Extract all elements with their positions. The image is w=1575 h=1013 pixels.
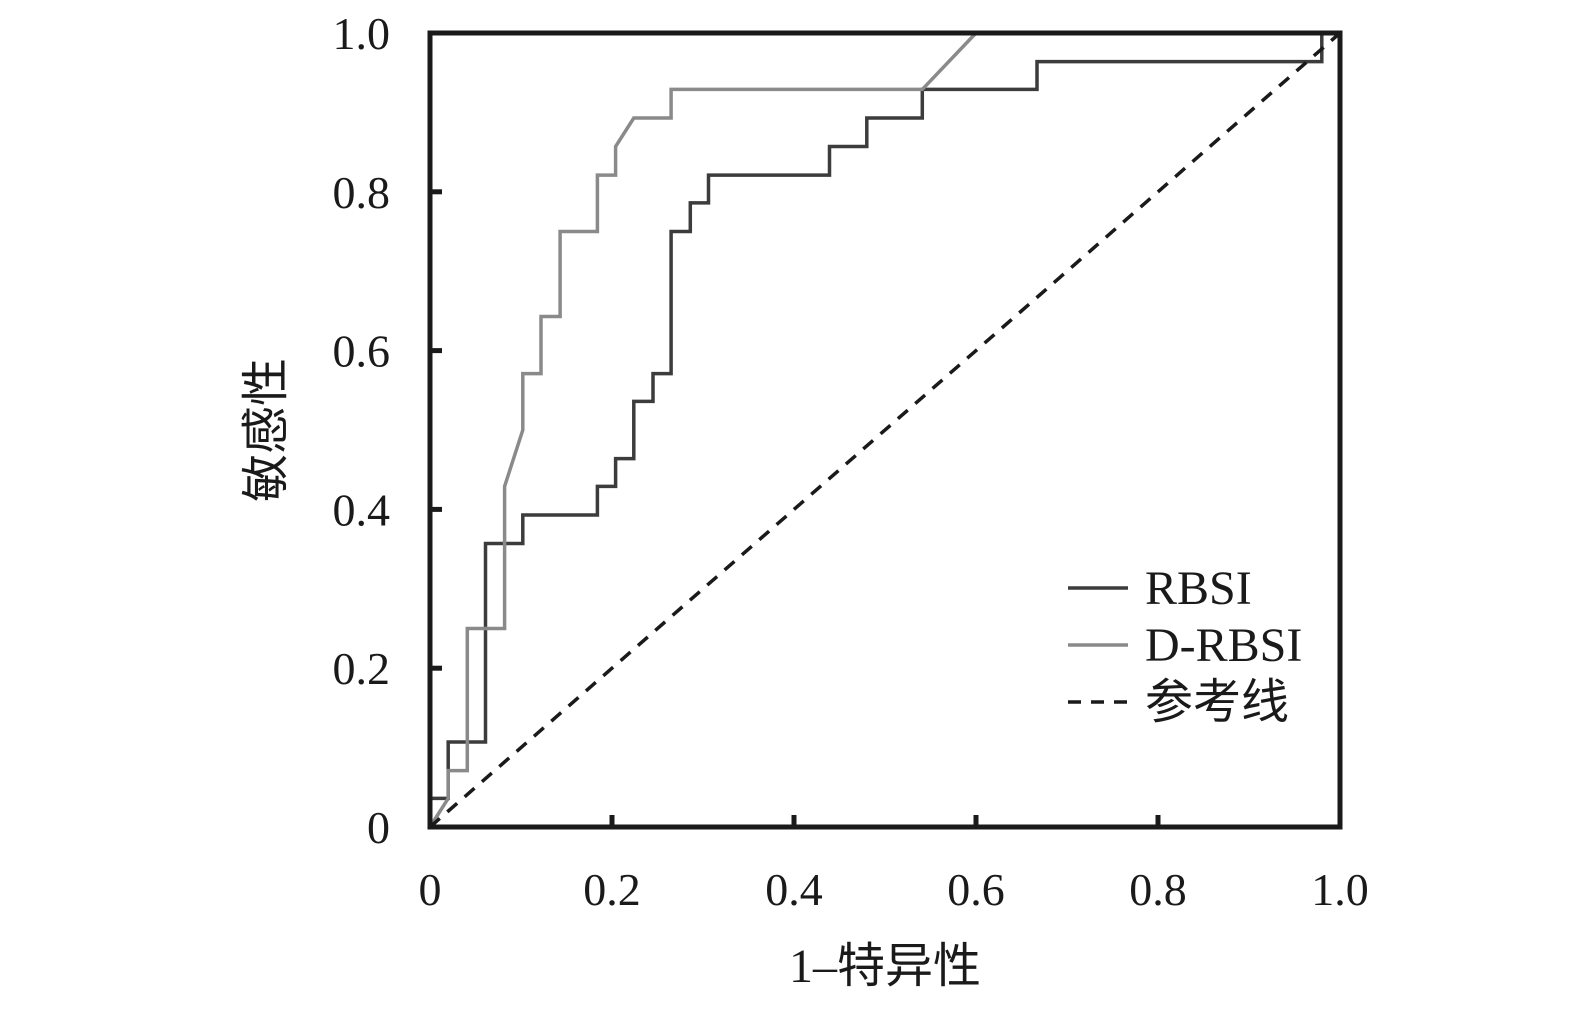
y-axis-title: 敏感性 [240, 358, 293, 502]
series-line-1 [428, 31, 978, 828]
x-tick-label: 0.2 [583, 864, 641, 915]
series-line-2 [428, 31, 1342, 829]
y-tick-label: 1.0 [333, 8, 391, 59]
y-tick-label: 0.8 [333, 167, 391, 218]
y-tick-label: 0 [367, 802, 390, 853]
series-line-0 [428, 33, 1324, 827]
y-tick-label: 0.2 [333, 643, 391, 694]
axis-ticks: 0 0.2 0.4 0.6 0.8 1.0 0 0.2 0.4 0.6 0.8 1.0 [333, 8, 1369, 915]
plot-frame [427, 30, 1343, 830]
x-tick-label: 0.4 [765, 864, 823, 915]
x-axis-title: 1–特异性 [789, 940, 981, 993]
x-tick-label: 0 [419, 864, 442, 915]
legend-label-1: D-RBSI [1145, 619, 1302, 672]
y-tick-label: 0.6 [333, 326, 391, 377]
y-tick-label: 0.4 [333, 484, 391, 535]
x-tick-label: 1.0 [1311, 864, 1369, 915]
legend-label-2: 参考线 [1145, 676, 1289, 729]
x-tick-label: 0.8 [1129, 864, 1187, 915]
legend-label-0: RBSI [1145, 562, 1252, 615]
plot-lines [428, 31, 1342, 829]
x-tick-label: 0.6 [947, 864, 1005, 915]
